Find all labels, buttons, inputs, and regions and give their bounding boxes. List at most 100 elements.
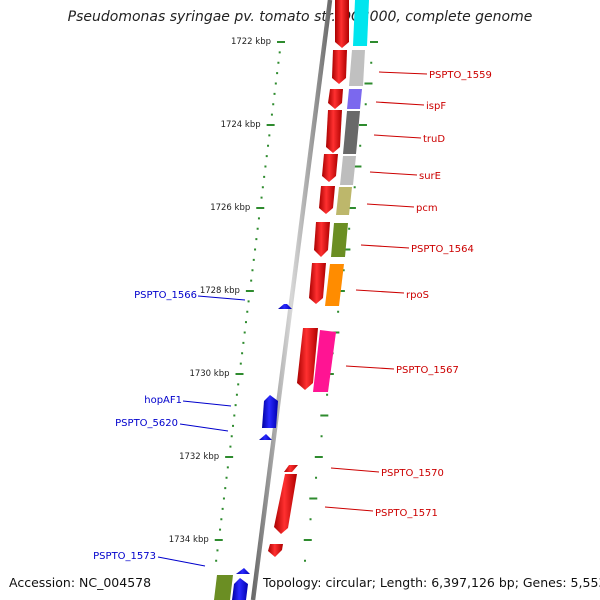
scale-dot — [235, 393, 238, 396]
gene-label-text[interactable]: PSPTO_1559 — [429, 70, 492, 81]
gene-label-PSPTO_5620[interactable]: PSPTO_5620 — [115, 418, 229, 432]
outer-scale-dot — [315, 476, 318, 479]
cog-box — [325, 264, 344, 306]
outer-scale-dot — [320, 435, 323, 438]
gene-label-text[interactable]: PSPTO_1566 — [134, 290, 197, 301]
reverse-cds-arrow — [236, 568, 250, 574]
gene-label-text[interactable]: PSPTO_1567 — [396, 365, 459, 376]
scale-dot — [276, 72, 279, 75]
reverse-cog-box — [214, 575, 233, 600]
scale-tick-label: 1730 kbp — [189, 369, 229, 379]
gene-label-text[interactable]: PSPTO_1570 — [381, 468, 444, 479]
gene-label-text[interactable]: PSPTO_5620 — [115, 418, 178, 429]
outer-scale-dot — [370, 61, 373, 64]
gene-label-PSPTO_1567[interactable]: PSPTO_1567 — [345, 365, 459, 376]
gene-label-text[interactable]: PSPTO_1564 — [411, 244, 474, 255]
gene-label-hopAF1[interactable]: hopAF1 — [144, 395, 232, 407]
scale-dot — [232, 424, 235, 427]
scale-dot — [216, 549, 219, 552]
scale-dot — [229, 445, 232, 448]
scale-dot — [263, 175, 266, 178]
scale-dot — [257, 217, 260, 220]
scale-dot — [268, 134, 271, 137]
scale-dot — [243, 331, 246, 334]
accession-label: Accession: NC_004578 — [9, 575, 152, 590]
forward-gene-labels: PSPTO_1559 ispF truD surE pcm PSPTO_1564… — [324, 70, 492, 519]
gene-label-text[interactable]: rpoS — [406, 290, 429, 301]
scale-tick-label: 1724 kbp — [221, 120, 261, 130]
outer-scale-dot — [326, 393, 329, 396]
gene-label-text[interactable]: hopAF1 — [144, 395, 182, 406]
scale-dot — [255, 238, 258, 241]
gene-label-truD[interactable]: truD — [373, 134, 445, 145]
gene-label-PSPTO_1571[interactable]: PSPTO_1571 — [324, 506, 438, 519]
scale-dot — [273, 92, 276, 95]
forward-cds-arrow — [335, 0, 349, 48]
cog-track — [313, 0, 369, 392]
outer-scale-dot — [342, 269, 345, 272]
cog-box — [340, 156, 356, 185]
scale-tick-label: 1734 kbp — [169, 535, 209, 545]
outer-scale-dot — [336, 290, 345, 292]
scale-dot — [239, 362, 242, 365]
gene-label-text[interactable]: pcm — [416, 203, 438, 214]
scale-tick-mark — [235, 373, 244, 375]
gene-label-rpoS[interactable]: rpoS — [355, 289, 429, 301]
outer-scale-dot — [309, 518, 312, 521]
gene-label-ispF[interactable]: ispF — [375, 101, 446, 112]
scale-dot — [251, 269, 254, 272]
scale-dot — [234, 404, 237, 407]
gene-label-text[interactable]: ispF — [426, 101, 446, 112]
scale-tick-mark — [225, 456, 234, 458]
cog-box — [336, 187, 352, 215]
reverse-cds-arrow — [278, 304, 292, 309]
cog-box — [349, 50, 365, 86]
cog-box — [347, 89, 362, 109]
gene-label-surE[interactable]: surE — [369, 171, 441, 182]
scale-dot — [278, 51, 281, 54]
outer-scale-dot — [309, 497, 318, 500]
outer-scale-dot — [337, 310, 340, 313]
scale-dot — [265, 155, 268, 158]
scale-tick-mark — [245, 290, 254, 292]
gene-label-text[interactable]: PSPTO_1573 — [93, 551, 156, 562]
outer-scale-dot — [358, 124, 367, 126]
scale-dot — [274, 82, 277, 85]
scale-dot — [247, 300, 250, 303]
scale-dot — [242, 341, 245, 344]
outer-scale-dot — [364, 103, 367, 106]
gene-label-text[interactable]: PSPTO_1571 — [375, 508, 438, 519]
scale-dot — [270, 113, 273, 116]
gene-label-PSPTO_1566[interactable]: PSPTO_1566 — [134, 290, 246, 301]
outer-scale-dot — [342, 248, 351, 251]
scale-dot — [225, 476, 228, 479]
gene-label-PSPTO_1559[interactable]: PSPTO_1559 — [378, 70, 492, 81]
outer-scale-dot — [348, 227, 351, 230]
outer-scale-dot — [347, 207, 356, 209]
cog-box — [313, 330, 336, 392]
cog-box — [353, 0, 369, 46]
scale-dot — [267, 144, 270, 147]
reverse-gene-labels: PSPTO_1566 hopAF1 PSPTO_5620 PSPTO_1573 — [93, 290, 246, 567]
gene-label-pcm[interactable]: pcm — [366, 203, 438, 214]
gene-label-PSPTO_1570[interactable]: PSPTO_1570 — [330, 467, 444, 479]
scale-dot — [252, 258, 255, 261]
gene-label-text[interactable]: surE — [419, 171, 441, 182]
gene-label-text[interactable]: truD — [423, 134, 445, 145]
scale-tick-mark — [266, 124, 275, 126]
outer-scale-dot — [314, 456, 323, 458]
scale-dot — [237, 383, 240, 386]
scale-dot — [215, 559, 218, 562]
reverse-cds-track — [214, 304, 292, 600]
forward-cds-arrow — [319, 186, 335, 214]
gene-label-PSPTO_1573[interactable]: PSPTO_1573 — [93, 551, 206, 567]
scale-dot — [277, 61, 280, 64]
map-title: Pseudomonas syringae pv. tomato str. DC3… — [67, 9, 533, 25]
scale-tick-mark — [277, 41, 285, 43]
topology-label: Topology: circular; Length: 6,397,126 bp… — [263, 575, 600, 590]
scale-dot — [246, 310, 249, 313]
scale-tick-mark — [214, 539, 223, 541]
gene-label-PSPTO_1564[interactable]: PSPTO_1564 — [360, 244, 474, 255]
forward-cds-arrow — [268, 544, 283, 557]
